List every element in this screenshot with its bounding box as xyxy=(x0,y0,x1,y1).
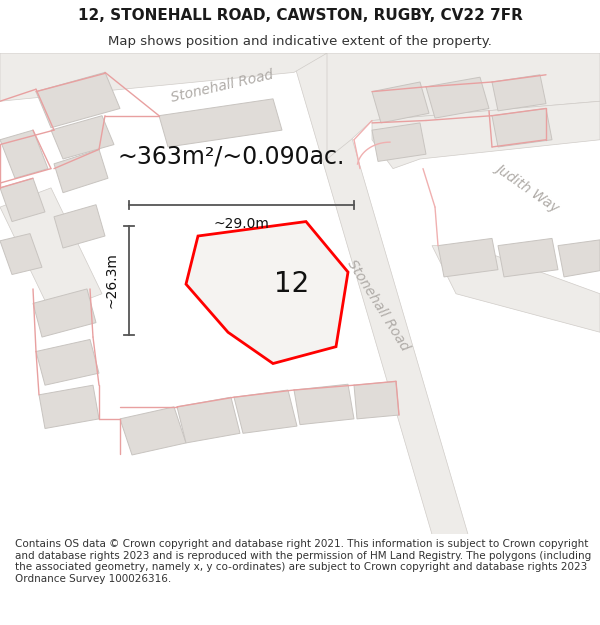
Polygon shape xyxy=(159,99,282,147)
Text: ~29.0m: ~29.0m xyxy=(214,217,269,231)
Polygon shape xyxy=(120,407,186,455)
Polygon shape xyxy=(186,221,348,364)
Polygon shape xyxy=(234,390,297,433)
Text: Contains OS data © Crown copyright and database right 2021. This information is : Contains OS data © Crown copyright and d… xyxy=(15,539,591,584)
Polygon shape xyxy=(558,240,600,277)
Polygon shape xyxy=(498,238,558,277)
Polygon shape xyxy=(36,72,120,127)
Polygon shape xyxy=(354,381,399,419)
Polygon shape xyxy=(327,53,600,159)
Text: Stonehall Road: Stonehall Road xyxy=(344,258,412,354)
Text: Stonehall Road: Stonehall Road xyxy=(169,68,275,106)
Polygon shape xyxy=(492,75,546,111)
Text: 12: 12 xyxy=(274,270,310,298)
Text: ~363m²/~0.090ac.: ~363m²/~0.090ac. xyxy=(117,144,344,169)
Polygon shape xyxy=(0,130,48,178)
Polygon shape xyxy=(54,149,108,192)
Polygon shape xyxy=(432,246,600,332)
Text: Map shows position and indicative extent of the property.: Map shows position and indicative extent… xyxy=(108,35,492,48)
Polygon shape xyxy=(372,123,426,161)
Polygon shape xyxy=(51,116,114,159)
Polygon shape xyxy=(0,234,42,274)
Polygon shape xyxy=(54,205,105,248)
Polygon shape xyxy=(36,339,99,385)
Polygon shape xyxy=(33,289,96,337)
Text: 12, STONEHALL ROAD, CAWSTON, RUGBY, CV22 7FR: 12, STONEHALL ROAD, CAWSTON, RUGBY, CV22… xyxy=(77,8,523,23)
Polygon shape xyxy=(492,109,552,147)
Text: ~26.3m: ~26.3m xyxy=(104,253,118,309)
Polygon shape xyxy=(177,398,240,443)
Polygon shape xyxy=(0,188,102,313)
Polygon shape xyxy=(39,385,99,429)
Polygon shape xyxy=(0,53,327,101)
Polygon shape xyxy=(291,53,468,534)
Text: Judith Way: Judith Way xyxy=(494,161,562,215)
Polygon shape xyxy=(426,77,489,118)
Polygon shape xyxy=(372,101,600,169)
Polygon shape xyxy=(294,384,354,424)
Polygon shape xyxy=(372,82,429,123)
Polygon shape xyxy=(438,238,498,277)
Polygon shape xyxy=(0,178,45,221)
